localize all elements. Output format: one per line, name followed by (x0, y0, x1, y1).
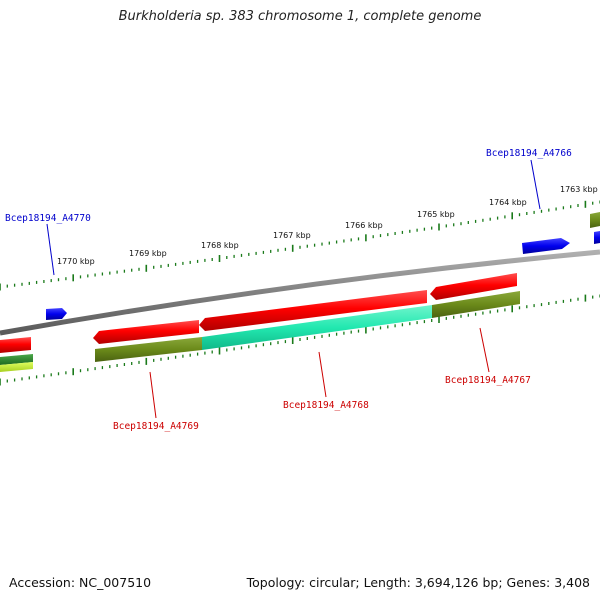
gene-feature-partial-blue[interactable] (594, 231, 600, 244)
gene-label-a4769[interactable]: Bcep18194_A4769 (113, 421, 199, 432)
gene-feature-bcep18194-a4766[interactable] (522, 238, 570, 254)
gene-label-a4766[interactable]: Bcep18194_A4766 (486, 148, 572, 159)
gene-feature-bcep18194-a4767[interactable] (430, 273, 517, 300)
topology-summary: Topology: circular; Length: 3,694,126 bp… (246, 575, 590, 590)
feature-bar-teal-a4768 (202, 305, 432, 350)
genome-backbone (0, 249, 600, 336)
gene-feature-bcep18194-a4768[interactable] (199, 290, 427, 331)
feature-bar-olive-a4769 (95, 337, 202, 362)
scale-label-1768: 1768 kbp (201, 241, 239, 250)
scale-label-1766: 1766 kbp (345, 221, 383, 230)
scale-label-1767: 1767 kbp (273, 231, 311, 240)
map-title: Burkholderia sp. 383 chromosome 1, compl… (118, 9, 482, 24)
leader-line-a4769 (149, 371, 157, 419)
scale-label-1765: 1765 kbp (417, 210, 455, 219)
gene-feature-partial-olive[interactable] (590, 212, 600, 228)
scale-label-1769: 1769 kbp (129, 249, 167, 258)
leader-line-a4768 (318, 351, 327, 398)
inner-tick-row (0, 294, 600, 386)
accession-label: Accession: NC_007510 (9, 575, 152, 590)
gene-label-a4768[interactable]: Bcep18194_A4768 (283, 400, 369, 411)
gene-feature-partial-red[interactable] (0, 337, 31, 353)
feature-bar-green-partial (0, 354, 33, 365)
leader-line-a4767 (479, 327, 490, 373)
feature-bar-olive-a4767 (432, 291, 520, 318)
outer-tick-row (0, 200, 600, 291)
gene-feature-bcep18194-a4770[interactable] (46, 308, 67, 320)
scale-label-1764: 1764 kbp (489, 198, 527, 207)
gene-label-a4770[interactable]: Bcep18194_A4770 (5, 213, 91, 224)
scale-label-1770: 1770 kbp (57, 257, 95, 266)
gene-feature-bcep18194-a4769[interactable] (93, 320, 199, 344)
leader-line-a4766 (530, 159, 541, 210)
gene-label-a4767[interactable]: Bcep18194_A4767 (445, 375, 531, 386)
scale-label-1763: 1763 kbp (560, 185, 598, 194)
leader-line-a4770 (46, 223, 55, 276)
feature-bar-lime-partial (0, 362, 33, 372)
